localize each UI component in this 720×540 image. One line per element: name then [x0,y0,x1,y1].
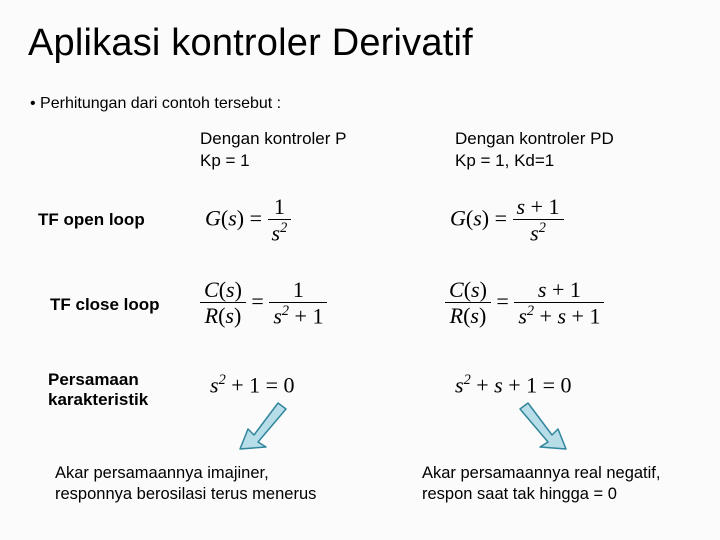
conclusion-p: Akar persamaannya imajiner, responnya be… [55,463,316,506]
arrow-p-icon [236,400,296,450]
conc-p-l2: responnya berosilasi terus menerus [55,485,316,503]
col-p-line2: Kp = 1 [200,151,250,170]
slide: Aplikasi kontroler Derivatif Perhitungan… [0,0,720,540]
row-char-2: karakteristik [48,390,148,409]
arrow-pd-icon [510,400,570,450]
eq-open-loop-pd: G(s) = s + 1s2 [450,195,564,246]
conc-p-l1: Akar persamaannya imajiner, [55,464,269,482]
conc-pd-l2: respon saat tak hingga = 0 [422,485,617,503]
eq-characteristic-pd: s2 + s + 1 = 0 [455,372,572,398]
column-header-p: Dengan kontroler P Kp = 1 [200,128,346,172]
row-char-1: Persamaan [48,370,139,389]
col-pd-line1: Dengan kontroler PD [455,129,614,148]
conc-pd-l1: Akar persamaannya real negatif, [422,464,660,482]
column-header-pd: Dengan kontroler PD Kp = 1, Kd=1 [455,128,614,172]
eq-close-loop-pd: C(s)R(s) = s + 1s2 + s + 1 [445,278,604,329]
conclusion-pd: Akar persamaannya real negatif, respon s… [422,463,660,506]
bullet-text: Perhitungan dari contoh tersebut : [30,95,281,113]
col-p-line1: Dengan kontroler P [200,129,346,148]
eq-close-loop-p: C(s)R(s) = 1s2 + 1 [200,278,327,329]
row-label-open-loop: TF open loop [38,210,145,230]
row-label-close-loop: TF close loop [50,295,160,315]
eq-characteristic-p: s2 + 1 = 0 [210,372,295,398]
row-label-characteristic: Persamaan karakteristik [48,370,148,411]
col-pd-line2: Kp = 1, Kd=1 [455,151,554,170]
eq-open-loop-p: G(s) = 1s2 [205,195,291,246]
slide-title: Aplikasi kontroler Derivatif [28,22,473,65]
